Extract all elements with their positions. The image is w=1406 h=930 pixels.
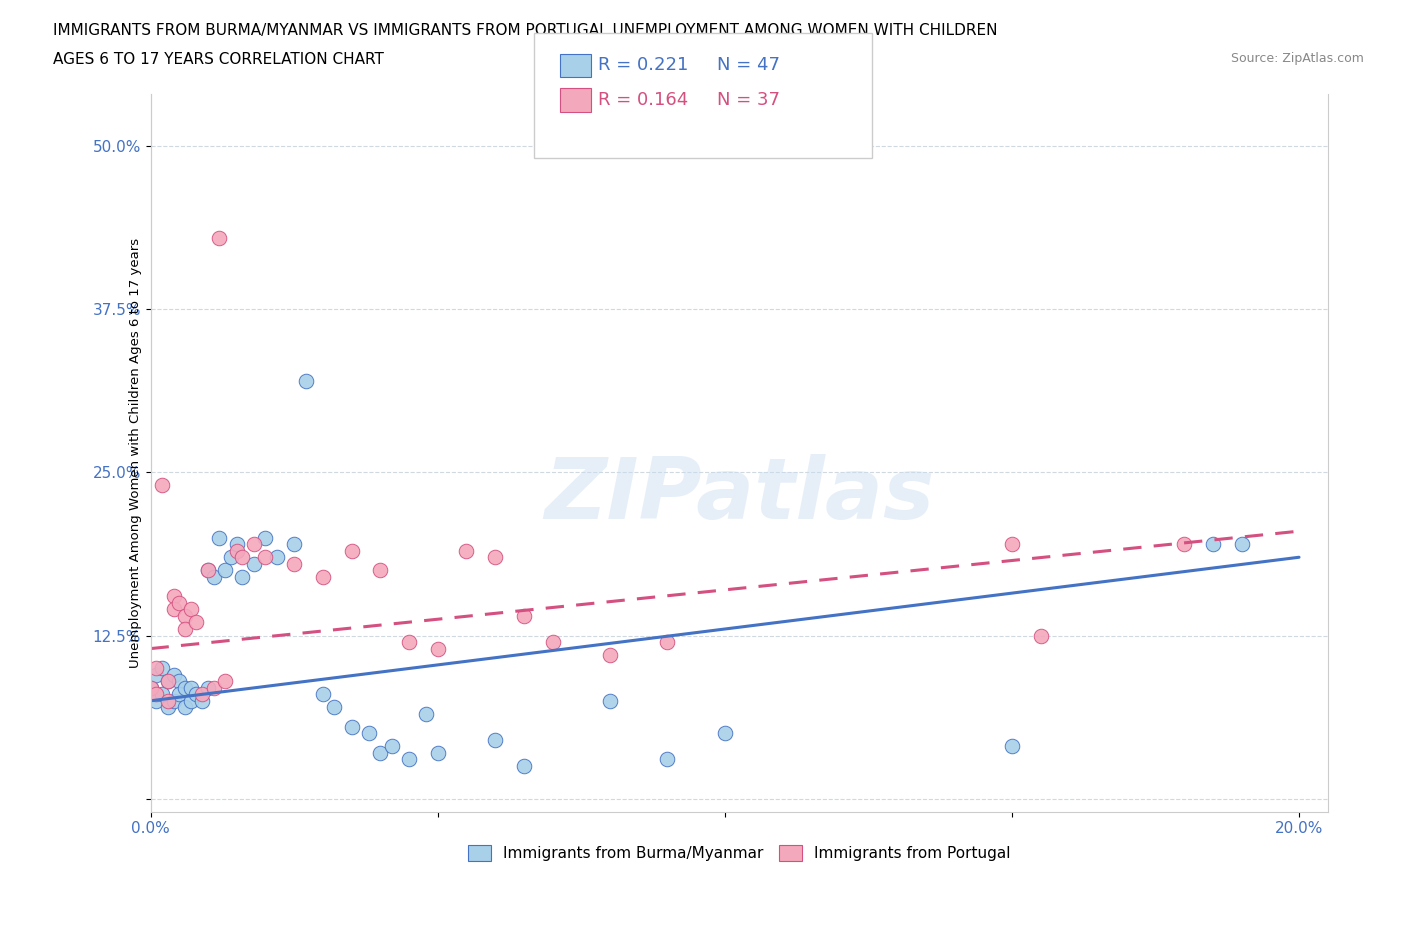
Text: R = 0.164: R = 0.164 — [598, 91, 688, 110]
Point — [202, 569, 225, 584]
Point — [162, 667, 184, 682]
Point — [156, 700, 179, 715]
Point — [266, 550, 288, 565]
Point — [368, 563, 391, 578]
Point — [150, 660, 173, 675]
Point — [191, 687, 214, 702]
Point — [1001, 537, 1024, 551]
Point — [484, 733, 506, 748]
Point — [167, 595, 190, 610]
Text: N = 47: N = 47 — [717, 56, 780, 74]
Text: AGES 6 TO 17 YEARS CORRELATION CHART: AGES 6 TO 17 YEARS CORRELATION CHART — [53, 52, 384, 67]
Point — [713, 726, 735, 741]
Point — [150, 478, 173, 493]
Point — [162, 589, 184, 604]
Point — [415, 707, 437, 722]
Point — [456, 543, 478, 558]
Point — [208, 530, 231, 545]
Point — [231, 569, 253, 584]
Point — [174, 608, 197, 623]
Point — [254, 530, 277, 545]
Point — [208, 230, 231, 245]
Point — [202, 680, 225, 695]
Text: Source: ZipAtlas.com: Source: ZipAtlas.com — [1230, 52, 1364, 65]
Legend: Immigrants from Burma/Myanmar, Immigrants from Portugal: Immigrants from Burma/Myanmar, Immigrant… — [460, 837, 1018, 869]
Point — [1230, 537, 1253, 551]
Point — [186, 687, 208, 702]
Point — [657, 752, 679, 767]
Point — [150, 687, 173, 702]
Text: R = 0.221: R = 0.221 — [598, 56, 688, 74]
Point — [323, 700, 346, 715]
Point — [214, 673, 236, 688]
Point — [426, 746, 449, 761]
Point — [381, 739, 404, 754]
Point — [254, 550, 277, 565]
Point — [156, 673, 179, 688]
Point — [657, 634, 679, 649]
Point — [174, 680, 197, 695]
Point — [156, 694, 179, 709]
Point — [139, 680, 162, 695]
Point — [162, 694, 184, 709]
Point — [283, 537, 305, 551]
Point — [180, 602, 202, 617]
Point — [340, 543, 363, 558]
Point — [174, 700, 197, 715]
Point — [283, 556, 305, 571]
Point — [398, 752, 420, 767]
Point — [368, 746, 391, 761]
Point — [174, 621, 197, 636]
Point — [214, 563, 236, 578]
Point — [312, 569, 335, 584]
Point — [231, 550, 253, 565]
Point — [1001, 739, 1024, 754]
Point — [484, 550, 506, 565]
Point — [167, 673, 190, 688]
Point — [186, 615, 208, 630]
Point — [197, 680, 219, 695]
Point — [312, 687, 335, 702]
Point — [1029, 628, 1052, 643]
Text: ZIPatlas: ZIPatlas — [544, 455, 934, 538]
Point — [145, 687, 167, 702]
Point — [145, 694, 167, 709]
Point — [162, 602, 184, 617]
Point — [180, 680, 202, 695]
Point — [225, 543, 247, 558]
Point — [426, 641, 449, 656]
Y-axis label: Unemployment Among Women with Children Ages 6 to 17 years: Unemployment Among Women with Children A… — [129, 238, 142, 668]
Point — [398, 634, 420, 649]
Point — [357, 726, 380, 741]
Point — [243, 537, 266, 551]
Point — [1202, 537, 1225, 551]
Point — [225, 537, 247, 551]
Point — [167, 687, 190, 702]
Point — [180, 694, 202, 709]
Text: IMMIGRANTS FROM BURMA/MYANMAR VS IMMIGRANTS FROM PORTUGAL UNEMPLOYMENT AMONG WOM: IMMIGRANTS FROM BURMA/MYANMAR VS IMMIGRA… — [53, 23, 998, 38]
Point — [599, 694, 621, 709]
Point — [197, 563, 219, 578]
Text: N = 37: N = 37 — [717, 91, 780, 110]
Point — [145, 660, 167, 675]
Point — [243, 556, 266, 571]
Point — [219, 550, 242, 565]
Point — [156, 673, 179, 688]
Point — [541, 634, 564, 649]
Point — [197, 563, 219, 578]
Point — [145, 667, 167, 682]
Point — [294, 374, 316, 389]
Point — [191, 694, 214, 709]
Point — [599, 647, 621, 662]
Point — [1173, 537, 1195, 551]
Point — [513, 608, 536, 623]
Point — [340, 720, 363, 735]
Point — [139, 680, 162, 695]
Point — [513, 759, 536, 774]
